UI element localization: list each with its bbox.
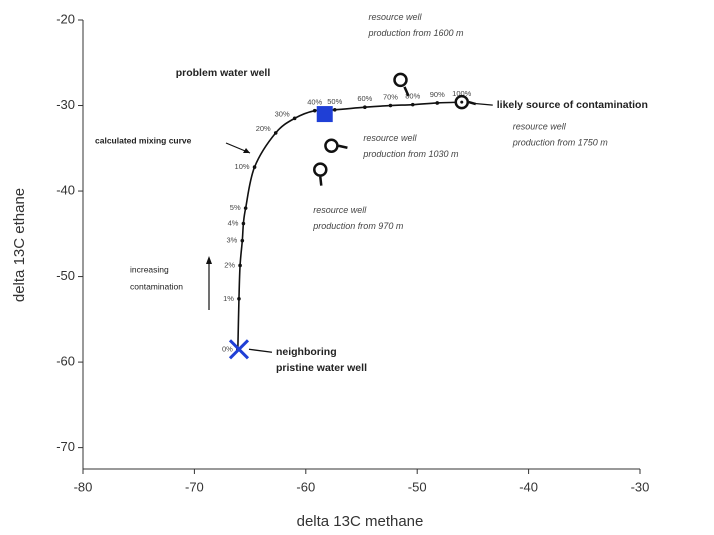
well-marker: [393, 72, 410, 97]
percent-label: 2%: [224, 260, 235, 269]
well-label: production from 1030 m: [362, 149, 459, 159]
mixing-curve: [237, 101, 462, 350]
y-axis-title: delta 13C ethane: [11, 188, 28, 302]
label-arrow: [470, 102, 493, 106]
percent-label: 10%: [235, 162, 250, 171]
well-note: production from 1750 m: [512, 137, 609, 147]
x-tick-label: -50: [408, 479, 427, 494]
percent-label: 3%: [226, 236, 237, 245]
curve-point: [237, 297, 241, 301]
curve-point: [241, 221, 246, 226]
percent-label: 1%: [223, 294, 234, 303]
curve-point: [273, 131, 278, 135]
pin-head: [393, 72, 408, 88]
label-arrow: [248, 348, 273, 353]
percent-label: 50%: [327, 97, 342, 106]
curve-point: [410, 102, 415, 107]
pin-stem: [319, 176, 323, 186]
x-tick-label: -30: [631, 479, 650, 494]
well-label: problem water well: [176, 67, 271, 79]
curve-point: [243, 206, 248, 210]
pin-head: [313, 162, 328, 177]
percent-label: 40%: [307, 98, 322, 107]
curve-point: [435, 101, 440, 105]
curve-point: [312, 108, 317, 113]
well-marker: [228, 339, 250, 360]
arrow-head: [206, 256, 212, 264]
well-note: resource well: [513, 121, 567, 131]
well-label: likely source of contamination: [497, 99, 648, 111]
pin-head: [324, 138, 339, 153]
x-axis-title: delta 13C methane: [297, 513, 424, 530]
percent-label: 5%: [230, 203, 241, 212]
percent-label: 60%: [357, 94, 372, 103]
percent-label: 100%: [452, 89, 472, 98]
square-marker: [316, 106, 333, 123]
well-marker: [313, 162, 328, 186]
well-label: neighboring: [276, 346, 337, 358]
well-label: resource well: [363, 133, 417, 143]
y-tick-label: -60: [56, 354, 75, 369]
well-label: production from 1600 m: [367, 28, 464, 38]
pin-dot: [460, 100, 464, 104]
annotation: calculated mixing curve: [95, 135, 192, 145]
x-tick-label: -70: [185, 479, 204, 494]
well-label: pristine water well: [276, 362, 367, 374]
x-tick-label: -40: [519, 479, 538, 494]
y-tick-label: -50: [56, 268, 75, 283]
percent-label: 20%: [256, 124, 271, 133]
well-label: resource well: [313, 205, 367, 215]
well-marker: [324, 138, 348, 153]
annotation: increasing: [130, 264, 169, 274]
curve-point: [363, 105, 367, 110]
percent-label: 90%: [430, 90, 445, 99]
curve-point: [238, 263, 242, 268]
percent-label: 0%: [222, 344, 233, 353]
curve-point: [252, 165, 257, 169]
percent-label: 30%: [275, 109, 290, 118]
arrow-head: [243, 148, 250, 153]
pin-stem: [403, 86, 410, 97]
well-label: resource well: [368, 12, 422, 22]
well-marker: [316, 106, 333, 123]
x-tick-label: -60: [296, 479, 315, 494]
curve-point: [292, 116, 297, 121]
y-tick-label: -30: [56, 97, 75, 112]
x-tick-label: -80: [74, 479, 93, 494]
well-marker: [454, 94, 477, 110]
y-tick-label: -70: [56, 439, 75, 454]
percent-label: 80%: [405, 92, 420, 101]
curve-point: [240, 238, 245, 243]
curve-point: [388, 103, 393, 108]
percent-label: 70%: [383, 93, 398, 102]
y-tick-label: -20: [56, 11, 75, 26]
pin-stem: [338, 144, 348, 149]
percent-label: 4%: [228, 219, 239, 228]
curve-point: [332, 108, 337, 112]
y-tick-label: -40: [56, 182, 75, 197]
annotation: contamination: [130, 281, 183, 291]
cross-stroke: [228, 339, 250, 360]
well-label: production from 970 m: [312, 221, 404, 231]
